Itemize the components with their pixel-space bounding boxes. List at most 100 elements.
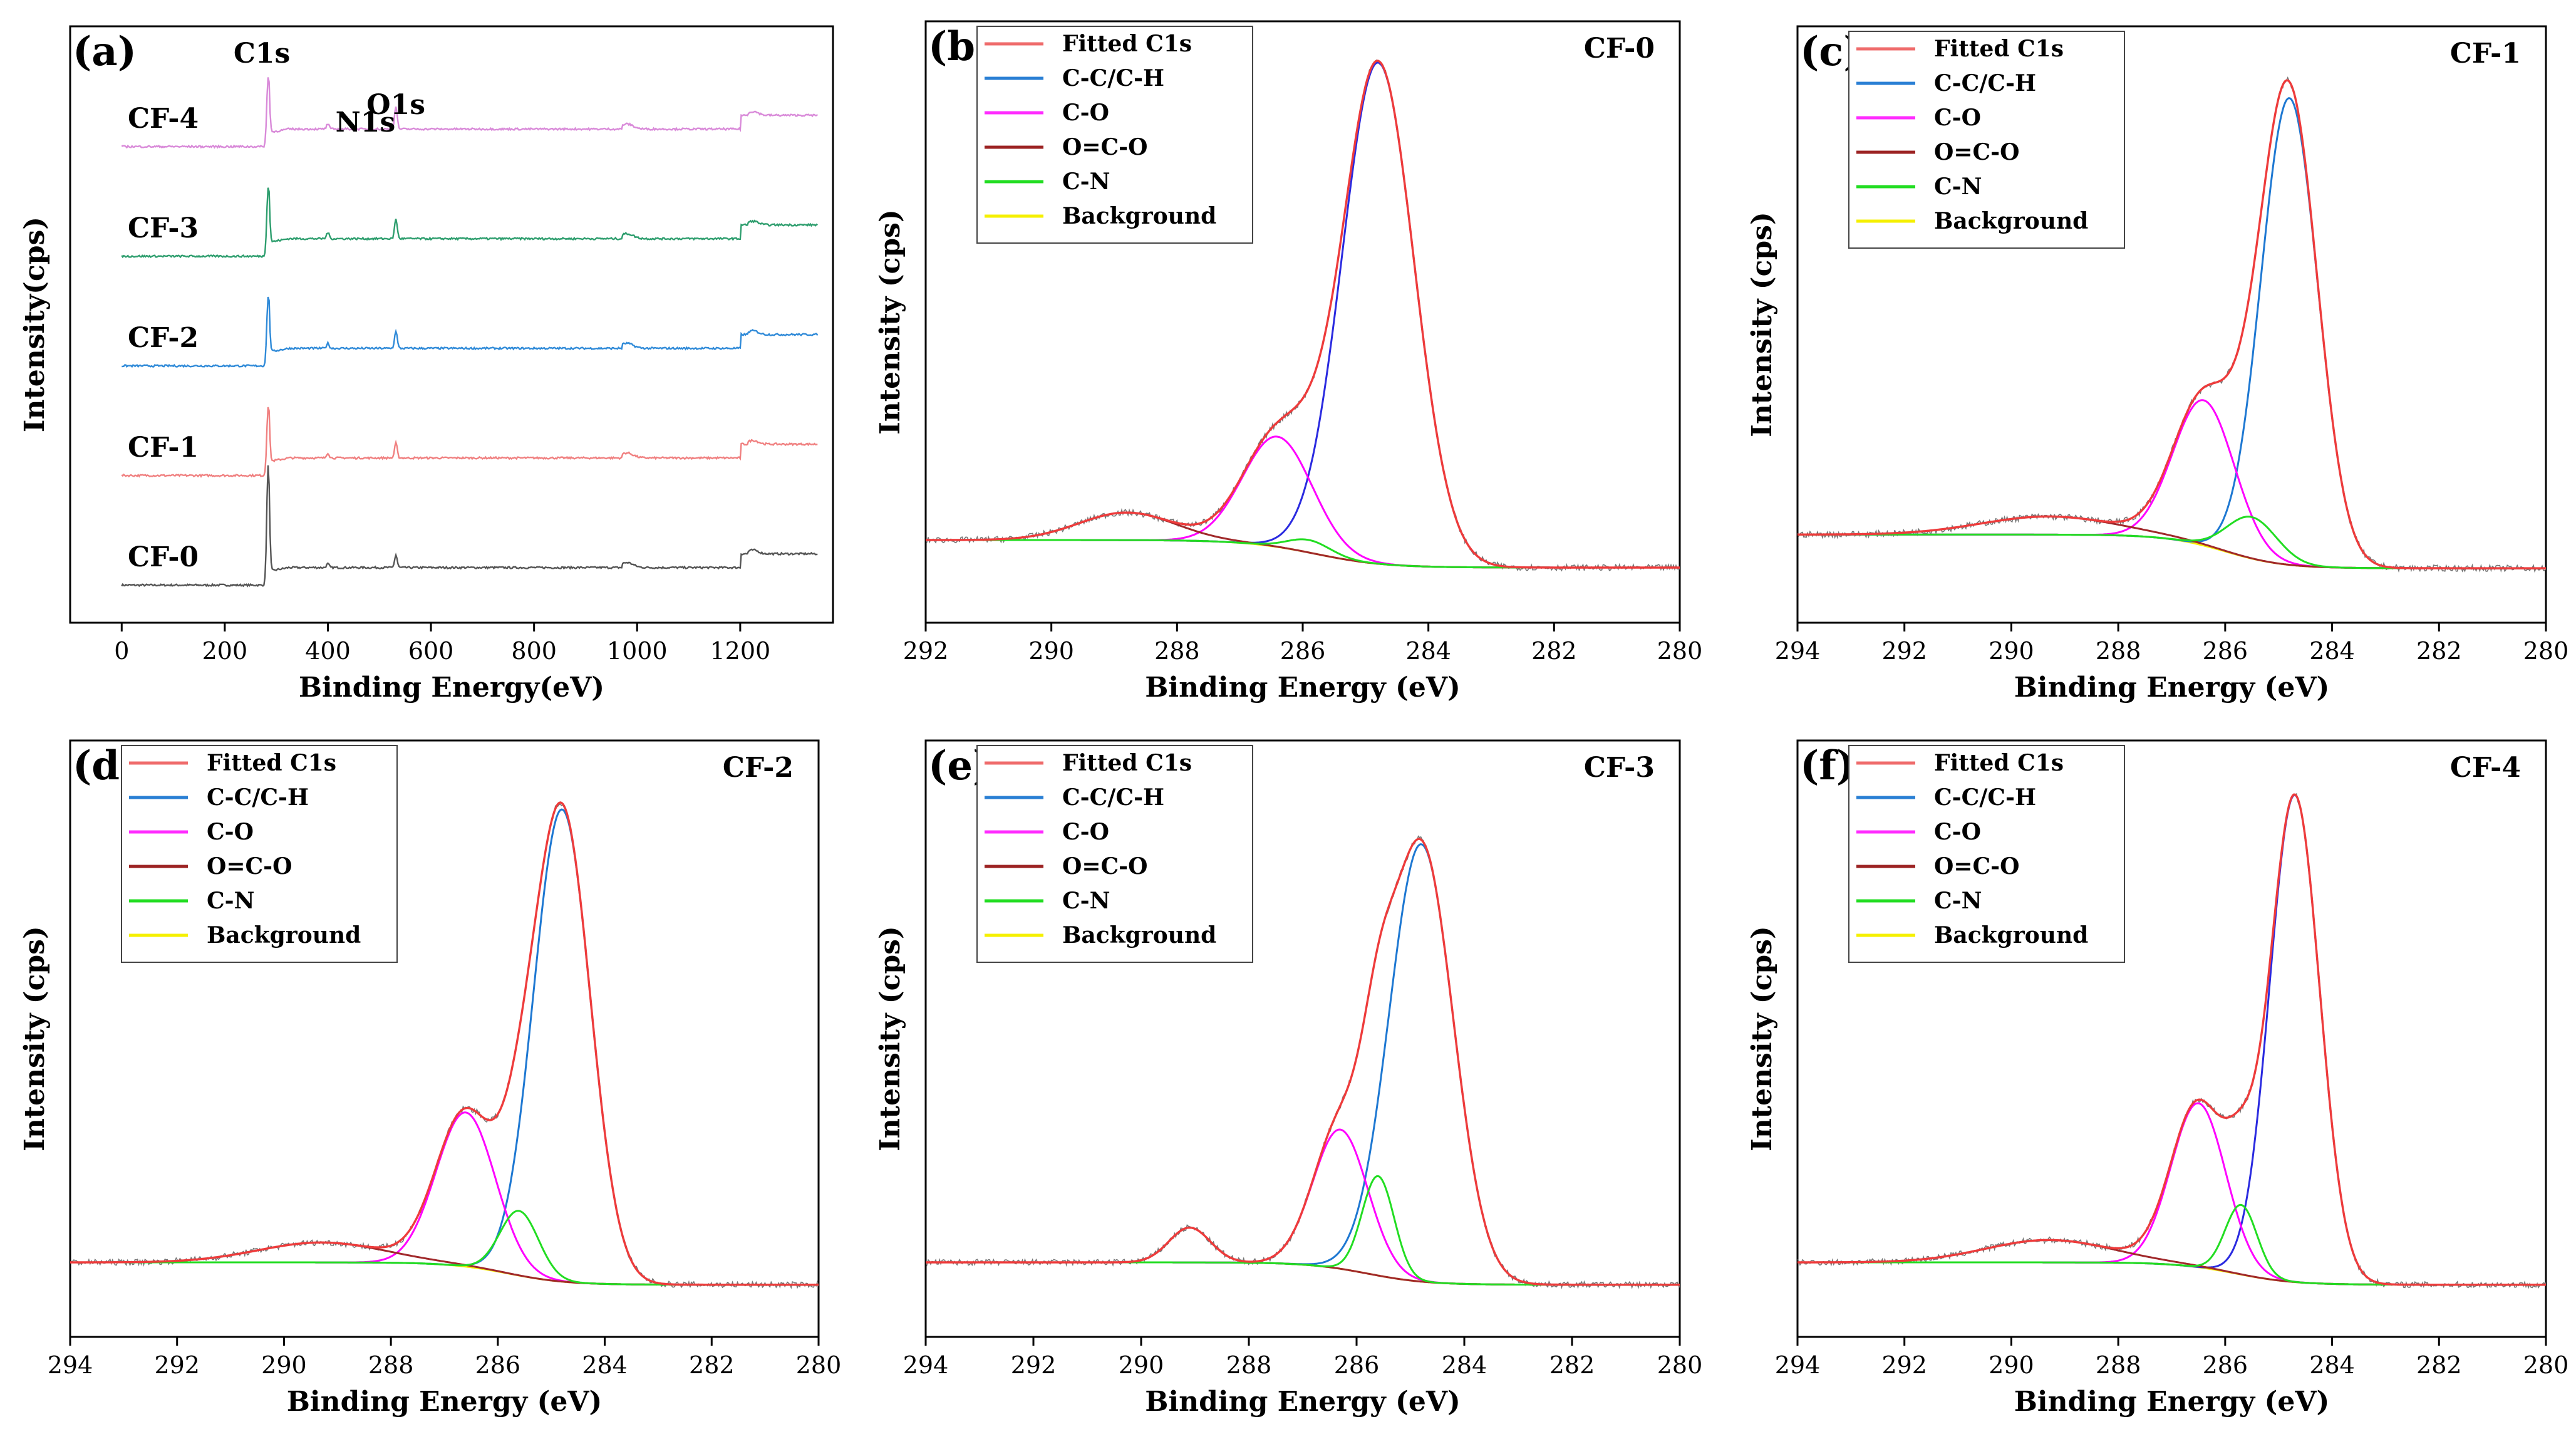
y-axis-title: Intensity(cps) [19, 217, 51, 432]
x-tick-label: 284 [2309, 637, 2355, 665]
sample-label: CF-0 [1584, 33, 1655, 65]
series-label: CF-2 [128, 322, 199, 354]
x-tick-label: 282 [2416, 637, 2462, 665]
legend-entry: C-C/C-H [1062, 784, 1164, 811]
x-tick-label: 292 [1881, 637, 1927, 665]
legend-entry: C-O [207, 819, 254, 845]
legend-entry: Fitted C1s [1062, 750, 1192, 776]
legend-box [976, 26, 1253, 244]
x-axis-title: Binding Energy (eV) [2014, 1386, 2330, 1418]
panel-f: 294 292 290 288 286 284 282 280 Binding Energy (… [1746, 739, 2568, 1418]
background-line [1798, 1261, 2546, 1286]
legend-entry: Fitted C1s [1934, 750, 2064, 776]
plot-area [1798, 76, 2546, 573]
legend-entry: Background [1062, 203, 1216, 229]
x-tick-label: 286 [2203, 1351, 2248, 1379]
fitted-envelope-line [926, 838, 1680, 1286]
x-tick-label: 280 [796, 1351, 842, 1379]
background-line [70, 1261, 819, 1286]
component-line-cn [1798, 516, 2546, 569]
x-tick-label: 1000 [607, 637, 668, 665]
x-tick-label: 280 [1657, 637, 1703, 665]
x-axis-title: Binding Energy (eV) [287, 1386, 603, 1418]
fitted-envelope-line [1798, 793, 2546, 1286]
x-tick-label: 288 [1226, 1351, 1272, 1379]
x-tick-label: 284 [1442, 1351, 1487, 1379]
x-tick-label: 284 [582, 1351, 628, 1379]
panel-a: 0 200 400 600 800 1000 1200 Binding Energy(eV) I… [19, 25, 834, 704]
x-tick-label: 400 [305, 637, 351, 665]
plot-frame [69, 739, 820, 1338]
x-tick-label: 282 [689, 1351, 735, 1379]
plot-frame [1796, 739, 2547, 1338]
y-axis-title: Intensity (cps) [874, 926, 906, 1151]
x-tick-label: 294 [1775, 1351, 1821, 1379]
legend: Fitted C1s C-C/C-H C-O O=C-O C-N Background [1848, 745, 2125, 963]
legend-entry: C-O [1062, 100, 1109, 126]
legend-entry: O=C-O [1934, 853, 2019, 880]
y-axis-title: Intensity (cps) [1746, 926, 1778, 1151]
x-tick-label: 284 [2309, 1351, 2355, 1379]
plot-area [1798, 792, 2546, 1289]
x-tick-label: 290 [1028, 637, 1074, 665]
legend-entry: Background [1062, 922, 1216, 948]
legend-entry: C-N [207, 888, 255, 914]
plot-frame [924, 739, 1681, 1338]
legend: Fitted C1s C-C/C-H C-O O=C-O C-N Background [1848, 31, 2125, 249]
x-axis-title: Binding Energy (eV) [1145, 1386, 1461, 1418]
plot-frame [1796, 25, 2547, 624]
x-tick-label: 288 [368, 1351, 414, 1379]
fitted-envelope-line [1798, 79, 2546, 569]
series-label: CF-1 [128, 432, 199, 464]
x-tick-label: 284 [1405, 637, 1451, 665]
plot-area [926, 59, 1680, 572]
panel-d: 294 292 290 288 286 284 282 280 Binding Energy (… [19, 739, 842, 1418]
legend-entry: C-N [1062, 888, 1110, 914]
x-tick-label: 286 [2203, 637, 2248, 665]
x-axis-title: Binding Energy (eV) [1145, 672, 1461, 704]
legend-entry: Background [1934, 208, 2088, 234]
component-line-co [70, 1111, 819, 1286]
legend-entry: C-O [1934, 819, 1981, 845]
legend-entry: Background [1934, 922, 2088, 948]
peak-label: C1s [234, 38, 290, 70]
plot-area [70, 801, 819, 1289]
panel-label: (f) [1800, 742, 1855, 789]
panel-e: 294 292 290 288 286 284 282 280 Binding Energy (… [874, 739, 1703, 1418]
x-tick-label: 288 [1154, 637, 1200, 665]
x-tick-label: 286 [475, 1351, 521, 1379]
legend-entry: Fitted C1s [1062, 31, 1192, 57]
x-tick-label: 294 [48, 1351, 93, 1379]
component-line-cn [926, 1175, 1680, 1286]
x-tick-label: 288 [2096, 1351, 2141, 1379]
y-axis-title: Intensity (cps) [1746, 212, 1778, 437]
y-axis-title: Intensity (cps) [874, 209, 906, 435]
x-tick-label: 292 [1011, 1351, 1057, 1379]
panel-b: 292 290 288 286 284 282 280 Binding Energy (eV)… [874, 20, 1703, 704]
component-line-co [1798, 399, 2546, 569]
legend-entry: C-N [1934, 174, 1982, 200]
legend-entry: Fitted C1s [207, 750, 336, 776]
legend-box [976, 745, 1253, 963]
sample-label: CF-4 [2450, 752, 2521, 784]
x-tick-label: 280 [2523, 637, 2569, 665]
component-line-cn [70, 1210, 819, 1286]
series-label: CF-3 [128, 212, 199, 244]
legend-entry: C-C/C-H [1934, 70, 2036, 96]
x-tick-label: 294 [903, 1351, 949, 1379]
survey-line-cf-2 [122, 296, 819, 368]
legend-entry: C-N [1934, 888, 1982, 914]
x-tick-label: 280 [1657, 1351, 1703, 1379]
legend: Fitted C1s C-C/C-H C-O O=C-O C-N Background [976, 26, 1253, 244]
legend-entry: Background [207, 922, 361, 948]
fitted-envelope-line [926, 60, 1680, 569]
x-tick-label: 292 [903, 637, 949, 665]
component-line-co [1798, 1102, 2546, 1286]
peak-label: O1s [366, 89, 425, 121]
sample-label: CF-3 [1584, 752, 1655, 784]
legend-entry: C-C/C-H [1062, 65, 1164, 91]
legend: Fitted C1s C-C/C-H C-O O=C-O C-N Background [976, 745, 1253, 963]
legend-box [1848, 31, 2125, 249]
survey-line-cf-4 [121, 77, 819, 149]
